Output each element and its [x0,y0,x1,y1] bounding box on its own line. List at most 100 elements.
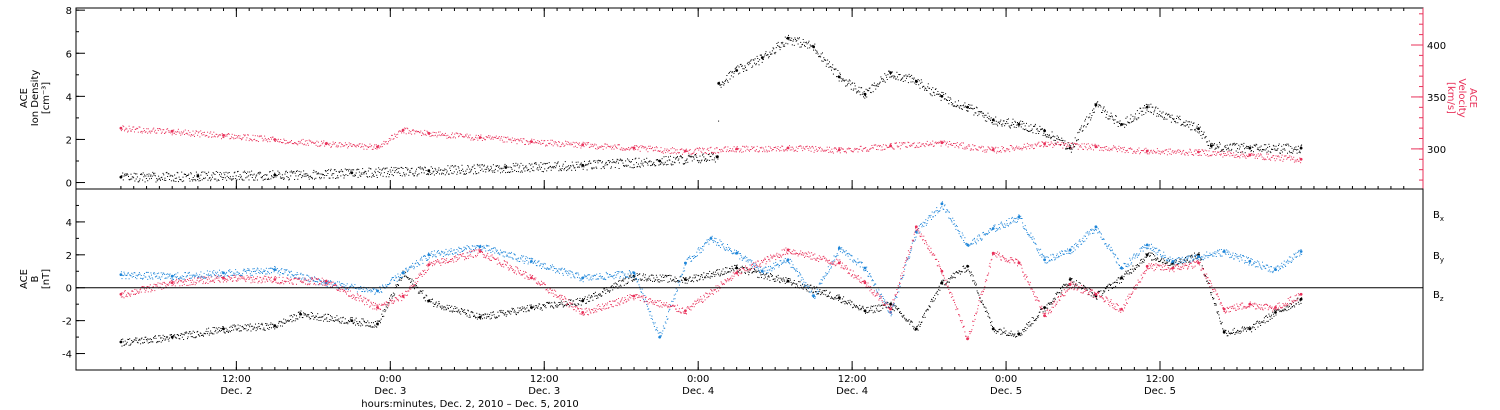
scatter-dot [401,278,403,280]
scatter-dot [203,332,205,334]
data-point [1299,297,1303,301]
scatter-dot [868,311,870,313]
scatter-dot [447,165,449,167]
scatter-dot [1256,148,1258,150]
scatter-dot [861,94,863,95]
scatter-dot [1228,147,1229,149]
scatter-dot [149,178,151,180]
scatter-dot [684,279,686,281]
scatter-dot [1154,151,1156,153]
scatter-dot [1028,125,1030,127]
scatter-dot [942,279,944,281]
scatter-dot [492,171,494,173]
scatter-dot [741,271,743,273]
scatter-dot [673,280,675,282]
scatter-dot [440,169,442,171]
scatter-dot [619,159,621,161]
scatter-dot [382,168,383,170]
scatter-dot [1253,154,1255,156]
scatter-dot [759,272,761,274]
data-point [170,129,174,133]
scatter-dot [537,140,539,142]
scatter-dot [529,304,531,306]
scatter-dot [1173,118,1175,120]
scatter-dot [1214,151,1216,153]
scatter-dot [1013,147,1014,149]
scatter-dot [317,145,319,147]
scatter-dot [661,161,662,163]
scatter-dot [648,145,650,147]
scatter-dot [621,160,623,162]
scatter-dot [191,179,193,180]
scatter-dot [564,144,566,146]
scatter-dot [244,170,246,172]
scatter-dot [467,165,469,166]
scatter-dot [726,149,728,151]
scatter-dot [1023,143,1025,145]
scatter-dot [159,178,161,180]
scatter-dot [637,166,639,167]
scatter-dot [943,140,945,142]
scatter-dot [140,174,142,175]
scatter-dot [323,320,324,322]
scatter-dot [582,298,584,300]
scatter-dot [682,277,684,278]
scatter-dot [598,293,600,295]
scatter-dot [1165,113,1167,115]
scatter-dot [866,307,868,309]
scatter-dot [645,146,647,148]
scatter-dot [646,162,648,164]
scatter-dot [482,170,484,172]
scatter-dot [314,178,315,180]
scatter-dot [509,310,511,312]
scatter-dot [1083,125,1085,127]
scatter-dot [512,308,514,309]
scatter-dot [754,62,755,64]
scatter-dot [1283,148,1285,150]
scatter-dot [545,144,547,146]
scatter-dot [259,328,261,330]
scatter-dot [453,166,455,168]
scatter-dot [1011,124,1013,126]
scatter-dot [1262,149,1263,150]
scatter-dot [222,179,224,180]
scatter-dot [907,82,909,84]
scatter-dot [496,165,498,166]
scatter-dot [195,336,197,338]
scatter-dot [192,180,194,182]
scatter-dot [525,165,527,167]
scatter-dot [584,160,585,162]
scatter-dot [138,181,140,183]
scatter-dot [1002,331,1004,333]
scatter-dot [744,65,746,67]
scatter-dot [952,103,954,105]
scatter-dot [580,304,582,306]
scatter-dot [570,299,572,301]
scatter-dot [549,166,551,168]
scatter-dot [848,147,850,149]
scatter-dot [1209,155,1211,157]
scatter-dot [921,81,923,83]
scatter-dot [890,301,892,303]
scatter-dot [766,278,768,280]
scatter-dot [691,160,693,162]
scatter-dot [394,133,396,135]
scatter-dot [603,167,605,169]
scatter-dot [338,171,340,173]
scatter-dot [181,333,183,335]
scatter-dot [1102,107,1104,109]
scatter-dot [886,145,887,147]
scatter-dot [705,152,707,154]
scatter-dot [924,146,926,148]
scatter-dot [659,281,661,283]
scatter-dot [880,149,882,151]
scatter-dot [829,66,831,68]
scatter-dot [528,310,530,312]
scatter-dot [353,169,355,171]
scatter-dot [1161,152,1163,154]
scatter-dot [1115,115,1117,117]
scatter-dot [1185,151,1187,153]
scatter-dot [222,177,224,179]
scatter-dot [1123,149,1125,151]
scatter-dot [663,150,665,152]
